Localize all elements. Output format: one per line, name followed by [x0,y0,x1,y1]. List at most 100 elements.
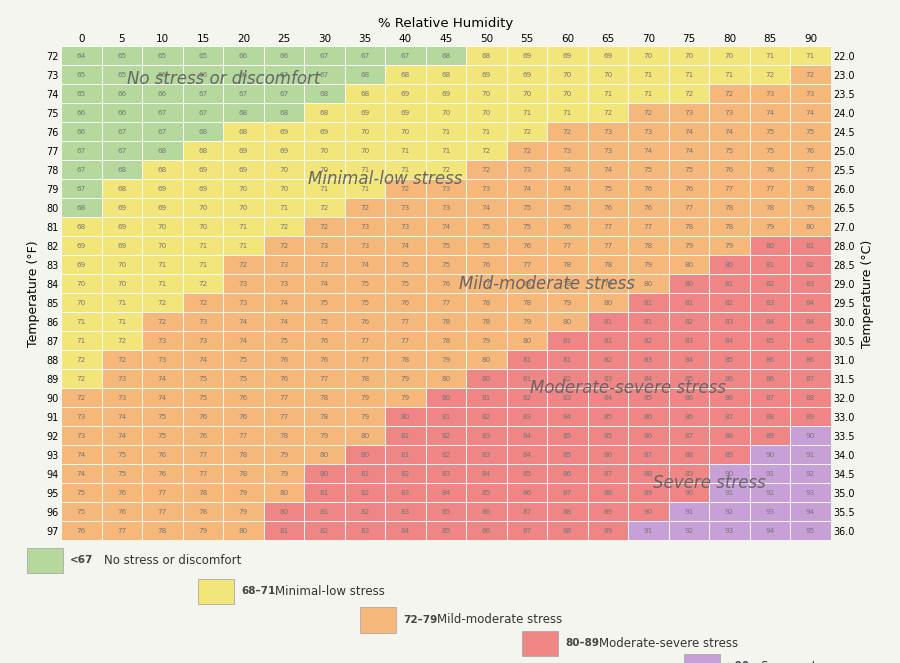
Bar [750,123,790,141]
Bar [142,426,183,446]
Text: 72: 72 [198,281,208,287]
Bar [61,407,102,426]
Text: 77: 77 [644,224,653,230]
Text: 70: 70 [238,186,248,192]
Text: 76: 76 [806,148,815,154]
Text: 69: 69 [603,53,613,59]
Text: 87: 87 [522,509,532,515]
Bar [547,332,588,350]
Bar [709,389,750,407]
Bar [790,274,831,293]
Text: 93: 93 [765,509,775,515]
Text: 73: 73 [603,129,613,135]
Text: Severe stress: Severe stress [652,474,766,493]
Text: 80: 80 [482,376,491,382]
Text: 76: 76 [603,205,613,211]
Text: 67: 67 [76,148,86,154]
Bar [507,389,547,407]
Bar [142,180,183,198]
Bar [507,103,547,123]
Bar [183,141,223,160]
Text: 86: 86 [765,376,775,382]
Text: 89: 89 [765,433,775,439]
Text: 77: 77 [684,205,694,211]
Text: 91: 91 [724,490,734,496]
Bar [223,293,264,312]
Bar [709,369,750,389]
Text: 78: 78 [320,414,329,420]
Text: 81: 81 [482,395,491,401]
Text: 88: 88 [562,509,572,515]
X-axis label: % Relative Humidity: % Relative Humidity [378,17,514,30]
Text: 72: 72 [76,376,86,382]
Bar [669,446,709,464]
Text: 69: 69 [238,167,248,173]
Text: 74: 74 [76,452,86,458]
Bar [61,255,102,274]
Bar [466,255,507,274]
Text: 78: 78 [441,338,451,344]
Bar [750,369,790,389]
Bar [628,255,669,274]
Bar [588,312,628,332]
Bar [102,255,142,274]
Bar [426,84,466,103]
Text: 81: 81 [522,376,532,382]
Bar [223,141,264,160]
Bar [790,46,831,66]
Text: 81: 81 [603,338,613,344]
Bar [183,389,223,407]
Bar [183,198,223,217]
Text: 73: 73 [76,414,86,420]
Text: 82: 82 [441,433,451,439]
Text: 79: 79 [765,224,775,230]
Text: 84: 84 [482,471,491,477]
Bar [547,274,588,293]
Bar [345,160,385,180]
Bar [345,66,385,84]
Bar [507,237,547,255]
Text: 72: 72 [522,148,532,154]
Text: 76: 76 [562,224,572,230]
Text: 70: 70 [158,224,167,230]
Bar [385,350,426,369]
Text: 71: 71 [400,167,410,173]
Bar [628,66,669,84]
Bar [466,446,507,464]
Text: 83: 83 [400,490,410,496]
Text: 84: 84 [522,452,532,458]
Text: 67: 67 [360,53,370,59]
Text: 68: 68 [158,167,167,173]
Bar [61,198,102,217]
Text: 81: 81 [684,300,694,306]
Text: 69: 69 [198,186,208,192]
Text: 69: 69 [158,186,167,192]
Bar [669,293,709,312]
Bar [183,46,223,66]
Bar [790,312,831,332]
Text: 79: 79 [441,357,451,363]
Bar [61,426,102,446]
Bar [183,123,223,141]
Text: 84: 84 [400,528,410,534]
Bar [385,389,426,407]
Bar [223,66,264,84]
Bar [223,255,264,274]
Bar [142,160,183,180]
Bar [304,446,345,464]
Text: 77: 77 [441,300,451,306]
Text: 72: 72 [158,319,167,325]
Text: 72: 72 [76,395,86,401]
Bar [628,426,669,446]
Bar [223,274,264,293]
Bar [142,217,183,237]
Text: 71: 71 [320,186,329,192]
Text: 76: 76 [441,281,451,287]
Bar [142,389,183,407]
Text: 66: 66 [117,91,127,97]
Bar [750,274,790,293]
Bar [750,103,790,123]
Bar [183,407,223,426]
Bar [102,217,142,237]
Bar [750,350,790,369]
